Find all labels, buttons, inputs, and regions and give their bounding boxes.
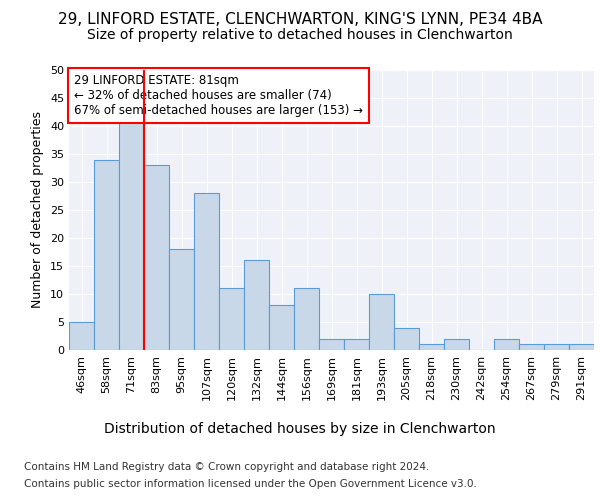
Text: Distribution of detached houses by size in Clenchwarton: Distribution of detached houses by size … bbox=[104, 422, 496, 436]
Text: 29, LINFORD ESTATE, CLENCHWARTON, KING'S LYNN, PE34 4BA: 29, LINFORD ESTATE, CLENCHWARTON, KING'S… bbox=[58, 12, 542, 28]
Bar bbox=[194, 193, 219, 350]
Text: Contains public sector information licensed under the Open Government Licence v3: Contains public sector information licen… bbox=[24, 479, 477, 489]
Text: Size of property relative to detached houses in Clenchwarton: Size of property relative to detached ho… bbox=[87, 28, 513, 42]
Text: Contains HM Land Registry data © Crown copyright and database right 2024.: Contains HM Land Registry data © Crown c… bbox=[24, 462, 430, 472]
Bar bbox=[569, 344, 594, 350]
Text: 29 LINFORD ESTATE: 81sqm
← 32% of detached houses are smaller (74)
67% of semi-d: 29 LINFORD ESTATE: 81sqm ← 32% of detach… bbox=[74, 74, 363, 117]
Bar bbox=[169, 249, 194, 350]
Bar bbox=[394, 328, 419, 350]
Bar bbox=[419, 344, 444, 350]
Bar bbox=[219, 288, 244, 350]
Bar bbox=[344, 339, 369, 350]
Bar bbox=[369, 294, 394, 350]
Bar bbox=[69, 322, 94, 350]
Bar bbox=[494, 339, 519, 350]
Bar bbox=[444, 339, 469, 350]
Bar bbox=[269, 305, 294, 350]
Bar bbox=[519, 344, 544, 350]
Bar bbox=[144, 165, 169, 350]
Bar bbox=[244, 260, 269, 350]
Y-axis label: Number of detached properties: Number of detached properties bbox=[31, 112, 44, 308]
Bar bbox=[319, 339, 344, 350]
Bar bbox=[294, 288, 319, 350]
Bar bbox=[94, 160, 119, 350]
Bar bbox=[119, 115, 144, 350]
Bar bbox=[544, 344, 569, 350]
